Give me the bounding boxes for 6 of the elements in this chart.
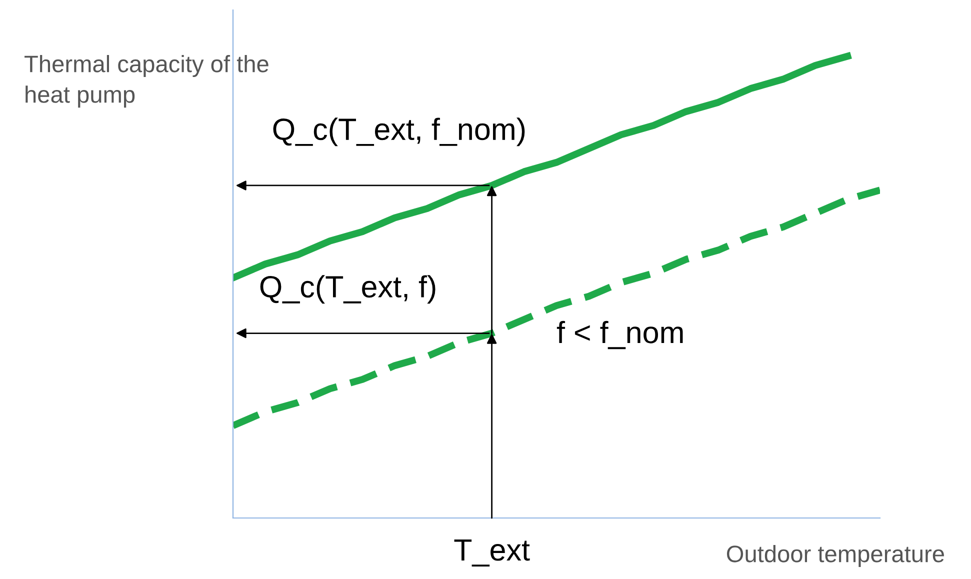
series-label: f < f_nom [556, 320, 683, 350]
x-axis-title: Outdoor temperature [726, 544, 944, 568]
y-axis-title: Thermal capacity of the heat pump [24, 55, 268, 108]
annotation: Q_c(T_ext, f_nom) [273, 118, 525, 146]
annotation: Q_c(T_ext, f) [260, 275, 436, 304]
text: T_ext [454, 539, 530, 567]
